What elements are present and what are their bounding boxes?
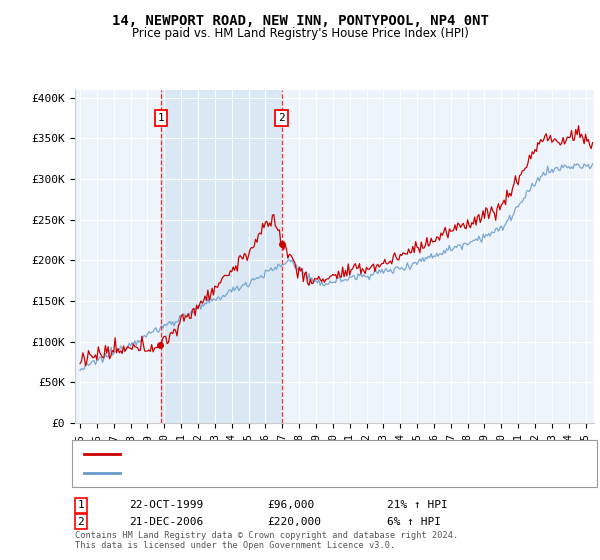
Text: HPI: Average price, detached house, Torfaen: HPI: Average price, detached house, Torf… xyxy=(127,468,396,478)
Bar xyxy=(161,90,281,423)
Text: £220,000: £220,000 xyxy=(267,517,321,527)
Text: 2: 2 xyxy=(278,113,285,123)
Text: Price paid vs. HM Land Registry's House Price Index (HPI): Price paid vs. HM Land Registry's House … xyxy=(131,27,469,40)
Text: 2: 2 xyxy=(77,517,85,527)
Text: 1: 1 xyxy=(77,500,85,510)
Text: 14, NEWPORT ROAD, NEW INN, PONTYPOOL, NP4 0NT: 14, NEWPORT ROAD, NEW INN, PONTYPOOL, NP… xyxy=(112,14,488,28)
Text: 6% ↑ HPI: 6% ↑ HPI xyxy=(387,517,441,527)
Text: 1: 1 xyxy=(157,113,164,123)
Text: 22-OCT-1999: 22-OCT-1999 xyxy=(129,500,203,510)
Text: Contains HM Land Registry data © Crown copyright and database right 2024.
This d: Contains HM Land Registry data © Crown c… xyxy=(75,530,458,550)
Text: 14, NEWPORT ROAD, NEW INN, PONTYPOOL, NP4 0NT (detached house): 14, NEWPORT ROAD, NEW INN, PONTYPOOL, NP… xyxy=(127,449,515,459)
Text: 21-DEC-2006: 21-DEC-2006 xyxy=(129,517,203,527)
Text: 21% ↑ HPI: 21% ↑ HPI xyxy=(387,500,448,510)
Text: £96,000: £96,000 xyxy=(267,500,314,510)
